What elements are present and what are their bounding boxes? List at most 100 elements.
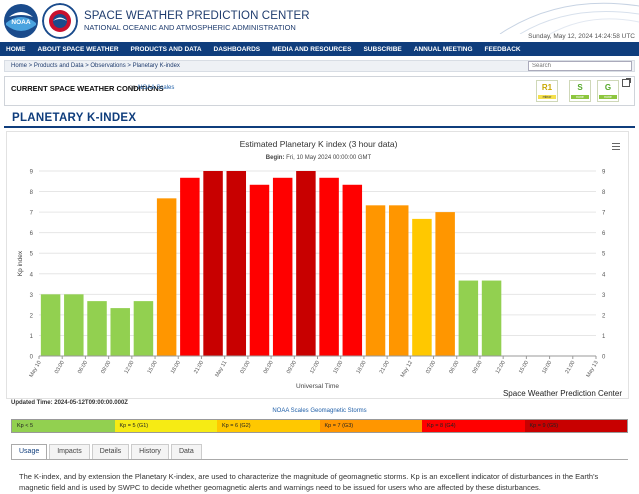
y-tick-label-right: 7 [602, 211, 606, 217]
kp-bar [64, 294, 84, 356]
nav-home[interactable]: HOME [6, 45, 26, 53]
nav-feedback[interactable]: FEEDBACK [484, 45, 521, 53]
sun-swirl-graphic [499, 2, 639, 34]
y-tick-label: 9 [30, 170, 34, 176]
solar-radiation-scale[interactable]: S none [569, 80, 591, 102]
tab-history[interactable]: History [131, 444, 169, 459]
kp-bar [365, 205, 386, 356]
x-tick-label: 12:00 [123, 360, 135, 375]
site-header: NOAA SPACE WEATHER PREDICTION CENTER NAT… [0, 0, 639, 42]
x-tick-label: 18:00 [170, 360, 182, 375]
kp-bar [226, 171, 247, 356]
x-tick-label: May 11 [214, 360, 228, 378]
scale-tag: none [571, 95, 589, 99]
nav-media-and-resources[interactable]: MEDIA AND RESOURCES [272, 45, 352, 53]
x-tick-label: 06:00 [77, 360, 89, 375]
site-title[interactable]: SPACE WEATHER PREDICTION CENTER [84, 10, 310, 22]
chart-subtitle-label: Begin: [265, 155, 285, 161]
x-tick-label: 15:00 [147, 360, 159, 375]
nws-logo[interactable] [42, 3, 78, 39]
kp-bar [412, 218, 432, 356]
x-tick-label: 03:00 [54, 360, 66, 375]
tab-usage[interactable]: Usage [11, 444, 48, 459]
kp-bar [156, 198, 177, 356]
y-tick-label-right: 6 [602, 231, 606, 237]
x-tick-label: 06:00 [448, 360, 460, 375]
legend-kp-g5: Kp = 9 (G5) [524, 420, 627, 432]
kp-chart-svg: 0 0 1 1 2 2 3 3 4 4 5 5 6 6 7 7 8 8 9 9 May 10 03:00 06:00 09:0… [17, 170, 606, 391]
y-tick-label: 5 [30, 252, 34, 258]
storm-scale-legend: Kp < 5 Kp = 5 (G1) Kp = 6 (G2) Kp = 7 (G… [11, 419, 628, 433]
y-axis-label: Kp index [17, 250, 24, 276]
x-tick-label: 15:00 [332, 360, 344, 375]
kp-bar [342, 184, 363, 356]
chart-subtitle: Begin: Fri, 10 May 2024 00:00:00 GMT [7, 155, 630, 161]
site-subtitle: NATIONAL OCEANIC AND ATMOSPHERIC ADMINIS… [84, 23, 296, 32]
tab-data[interactable]: Data [170, 444, 202, 459]
chart-subtitle-value: Fri, 10 May 2024 00:00:00 GMT [286, 155, 372, 161]
nav-subscribe[interactable]: SUBSCRIBE [363, 45, 402, 53]
page-title: PLANETARY K-INDEX [12, 112, 137, 124]
y-tick-label-right: 3 [602, 293, 606, 299]
scale-tag: none [599, 95, 617, 99]
usage-description: The K-index, and by extension the Planet… [19, 472, 599, 492]
y-tick-label: 3 [30, 293, 34, 299]
y-tick-label: 2 [30, 313, 34, 319]
nav-about-space-weather[interactable]: ABOUT SPACE WEATHER [37, 45, 119, 53]
y-tick-label-right: 0 [602, 355, 606, 361]
kp-bar [133, 301, 154, 356]
kp-bar [319, 177, 339, 356]
x-tick-label: May 10 [29, 360, 43, 379]
x-tick-label: 18:00 [541, 360, 553, 375]
radio-blackout-scale[interactable]: R1 minor [536, 80, 558, 102]
legend-kp-g2: Kp = 6 (G2) [217, 420, 320, 432]
x-tick-label: 21:00 [564, 360, 576, 375]
title-divider [4, 126, 635, 128]
info-tabs: Usage Impacts Details History Data [11, 444, 204, 459]
x-tick-label: 06:00 [263, 360, 275, 375]
updated-time: Updated Time: 2024-05-12T09:00:00.000Z [11, 400, 128, 406]
search-input[interactable] [528, 61, 632, 71]
chart-credit[interactable]: Space Weather Prediction Center [502, 389, 622, 398]
y-tick-label: 0 [30, 355, 34, 361]
breadcrumb-bar: Home > Products and Data > Observations … [4, 60, 635, 72]
y-tick-label: 7 [30, 211, 34, 217]
kp-bar [458, 280, 479, 356]
legend-heading[interactable]: NOAA Scales Geomagnetic Storms [272, 408, 367, 414]
noaa-logo[interactable]: NOAA [3, 3, 39, 39]
nav-dashboards[interactable]: DASHBOARDS [213, 45, 261, 53]
x-tick-label: 15:00 [518, 360, 530, 375]
conditions-title: CURRENT SPACE WEATHER CONDITIONS [11, 84, 164, 93]
nav-products-and-data[interactable]: PRODUCTS AND DATA [130, 45, 202, 53]
noaa-scales-link[interactable]: NOAA Scales [138, 85, 175, 91]
current-conditions-panel: CURRENT SPACE WEATHER CONDITIONS on NOAA… [4, 76, 635, 106]
legend-kp-below-5: Kp < 5 [12, 420, 115, 432]
popout-icon[interactable] [622, 78, 631, 87]
y-tick-label-right: 8 [602, 190, 606, 196]
noaa-logo-text: NOAA [11, 19, 30, 26]
kp-bar [87, 301, 107, 356]
y-tick-label-right: 2 [602, 313, 606, 319]
legend-kp-g4: Kp = 8 (G4) [422, 420, 525, 432]
breadcrumb[interactable]: Home > Products and Data > Observations … [11, 63, 180, 69]
kp-bar [249, 184, 270, 356]
x-tick-label: 21:00 [379, 360, 391, 375]
kp-chart: Estimated Planetary K index (3 hour data… [6, 131, 629, 399]
nav-annual-meeting[interactable]: ANNUAL MEETING [413, 45, 473, 53]
geomagnetic-storm-scale[interactable]: G none [597, 80, 619, 102]
x-tick-label: 21:00 [193, 360, 205, 375]
kp-bar [296, 171, 316, 356]
kp-bar [272, 177, 293, 356]
x-tick-label: May 12 [400, 360, 414, 379]
scale-tag: minor [538, 95, 556, 99]
tab-impacts[interactable]: Impacts [49, 444, 90, 459]
tab-details[interactable]: Details [91, 444, 130, 459]
y-tick-label: 8 [30, 190, 34, 196]
y-tick-label: 6 [30, 231, 34, 237]
legend-kp-g3: Kp = 7 (G3) [319, 420, 422, 432]
y-tick-label: 1 [30, 334, 34, 340]
chart-menu-icon[interactable] [612, 143, 620, 150]
x-tick-label: May 13 [586, 360, 600, 379]
scale-level: R1 [541, 83, 553, 92]
kp-bar [110, 308, 130, 356]
